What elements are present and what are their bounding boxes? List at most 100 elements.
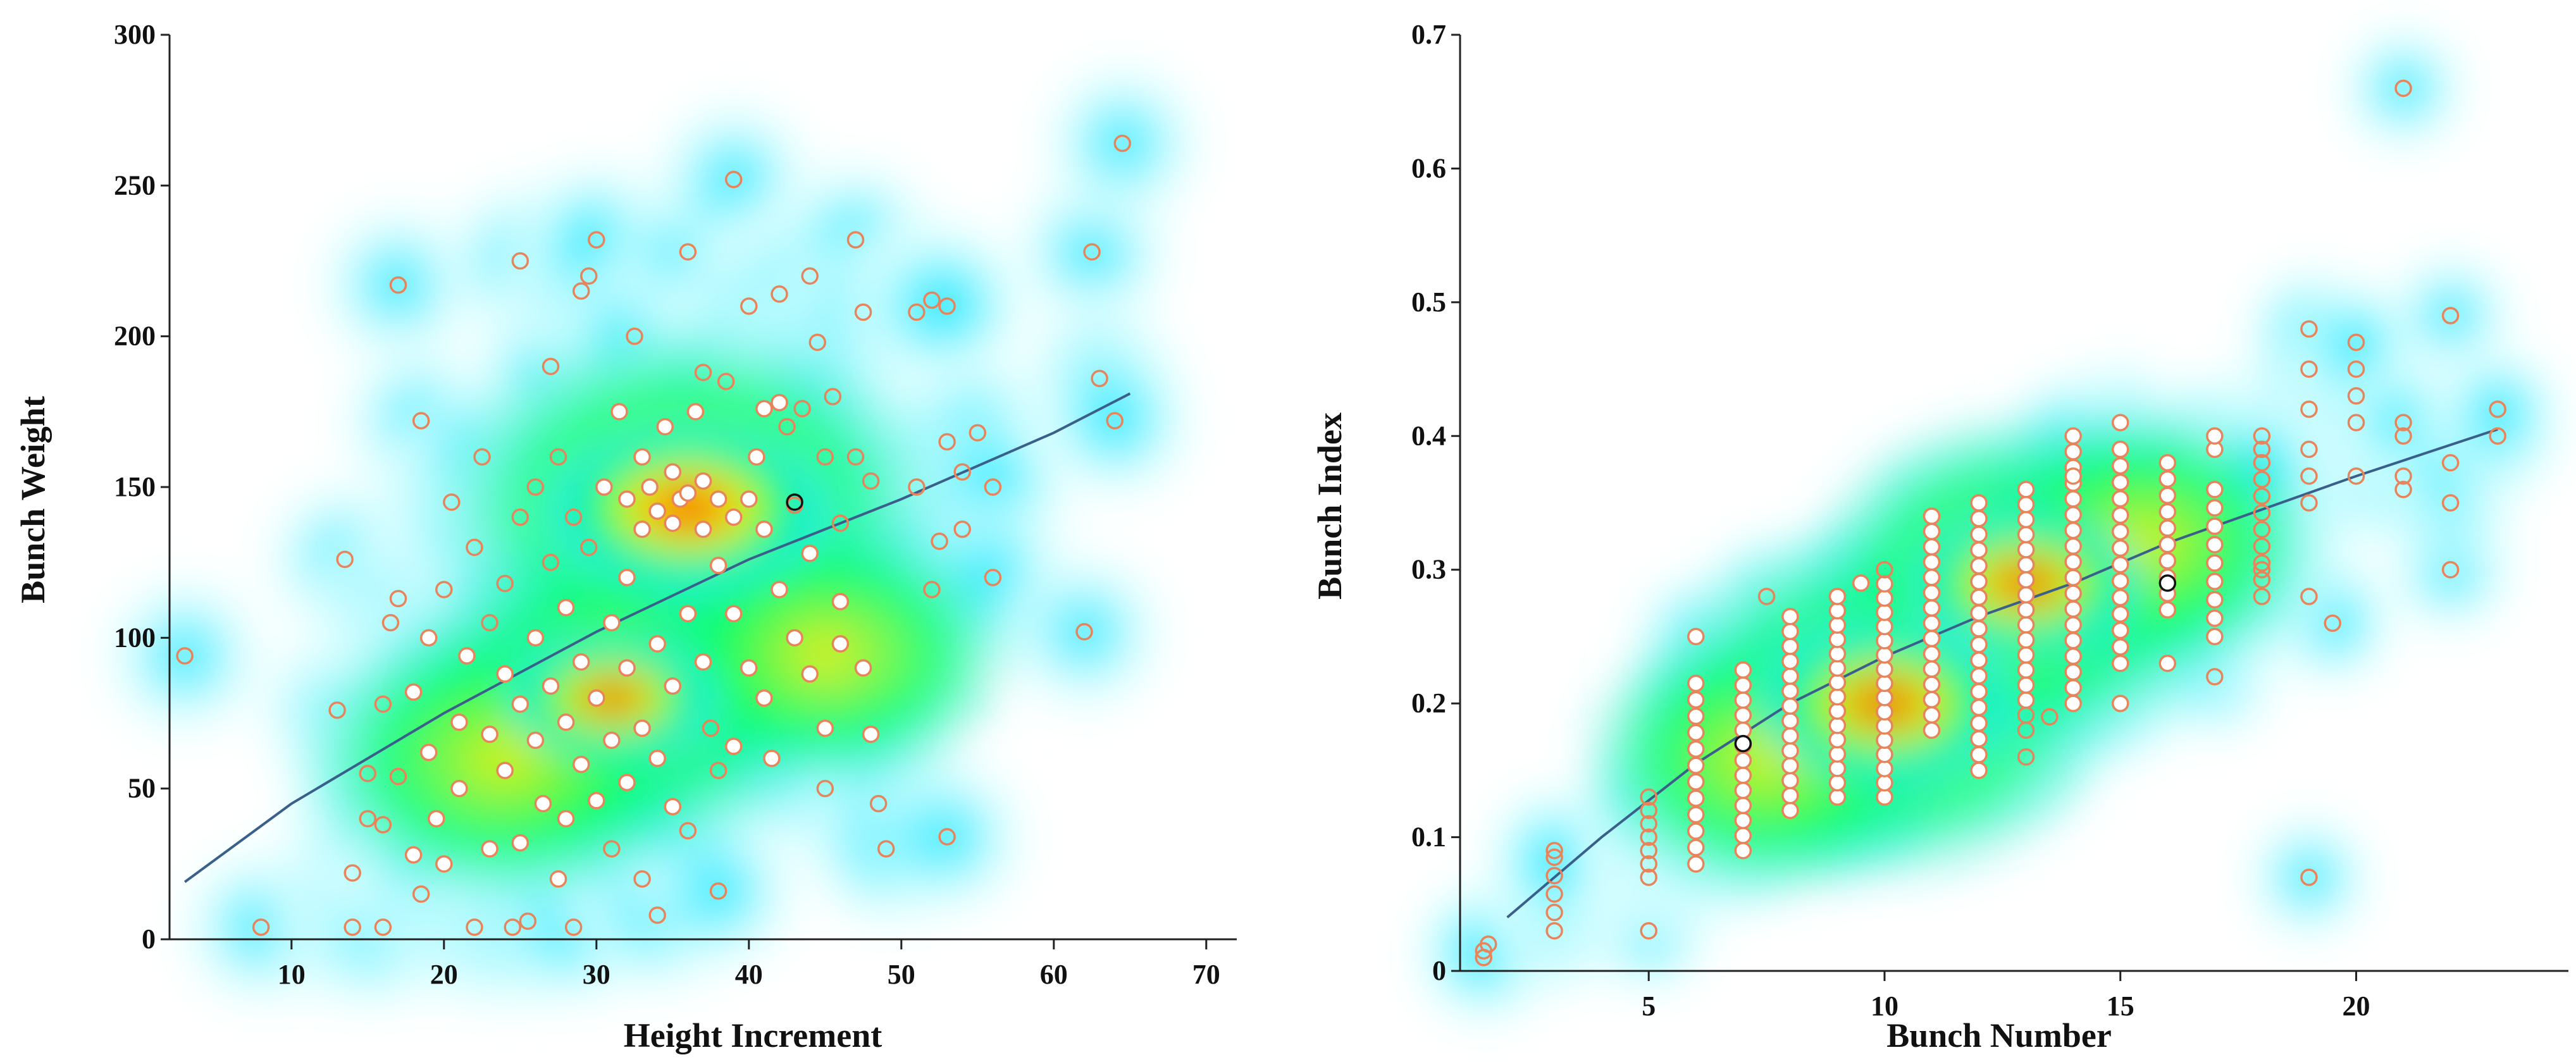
data-point [1876,575,1893,593]
data-point [2347,333,2365,352]
data-point [2441,454,2460,472]
data-point [1640,801,1657,820]
data-point [1734,767,1752,784]
data-point [2017,481,2035,498]
data-point [344,918,361,936]
data-point [923,581,941,598]
data-point [1923,538,1941,556]
data-point [595,478,613,496]
data-point [1781,786,1799,805]
data-point [831,593,850,610]
data-point [618,569,636,586]
tick-marks [1451,34,2358,981]
data-point [633,719,651,738]
data-point [1781,667,1799,685]
data-point [1687,839,1705,856]
y-tick-label: 0 [142,923,156,954]
data-point [2300,400,2318,418]
data-point [2253,554,2271,572]
data-point [1923,569,1941,586]
data-point [526,478,545,496]
data-point [549,448,567,466]
data-point [1970,525,1988,543]
data-point [724,738,743,755]
x-tick-label: 5 [1642,991,1656,1022]
data-point [641,478,659,496]
data-point [648,750,666,767]
data-point [1734,827,1752,844]
data-point [2300,467,2318,485]
data-point [564,508,583,526]
data-point [1687,691,1705,709]
data-point [1876,703,1893,721]
data-point [1970,698,1988,717]
data-point [1687,773,1705,791]
data-point [1781,652,1799,670]
data-point [564,918,583,936]
data-point [1687,806,1705,824]
data-point [1876,660,1893,678]
data-point [404,683,423,701]
data-point [2300,588,2318,605]
y-tick-label: 250 [114,170,156,201]
data-point [702,719,720,738]
density-cell [1027,48,1218,238]
data-point [1923,614,1941,633]
data-point [1923,721,1941,739]
data-point [1876,589,1893,607]
data-point [1687,822,1705,840]
data-point [618,774,636,791]
data-point [2206,627,2224,646]
data-point [1734,796,1752,815]
data-point [519,912,537,930]
x-tick-label: 20 [430,959,458,990]
data-point [542,553,560,571]
data-point [2041,708,2059,726]
data-point [389,767,407,786]
data-point [2206,481,2224,498]
tick-marks [161,34,1208,949]
data-point [2300,360,2318,378]
data-point [450,779,468,798]
data-point [374,695,392,713]
y-tick-label: 0.1 [1411,822,1446,853]
bunch-weight-vs-height-increment-chart: 10 20 30 40 50 60 70 0 50 100 150 200 250 300 Height… [14,19,1237,1054]
data-point [2111,506,2129,524]
data-point [709,557,728,574]
data-point [1852,574,1870,592]
data-point [336,550,354,569]
data-point [2300,868,2318,886]
data-point [458,647,476,665]
y-axis-title: Bunch Index [1311,412,1349,600]
data-point [344,864,361,882]
data-point [908,478,926,496]
data-point [1781,712,1799,730]
data-point [1687,740,1705,758]
data-point [1876,774,1893,792]
data-point [2017,646,2035,664]
data-point [2253,588,2271,605]
x-tick-label: 30 [583,959,610,990]
data-point [717,373,735,390]
data-point [2394,427,2412,445]
data-point [1923,676,1941,693]
data-point [526,731,545,750]
data-point [2111,588,2129,607]
data-point [542,677,560,695]
data-point [1923,507,1941,525]
highlight-point [786,493,803,511]
data-point [2111,572,2129,590]
data-point [1687,674,1705,693]
data-point [2017,631,2035,649]
data-point [1828,602,1847,620]
data-point [869,794,888,813]
data-point [1640,788,1657,806]
data-point [679,605,697,622]
data-point [1828,588,1847,605]
data-point [473,448,491,466]
data-point [1781,772,1799,789]
data-point [2111,414,2129,431]
data-point [1781,742,1799,760]
data-point [1970,557,1988,575]
x-tick-label: 40 [735,959,763,990]
